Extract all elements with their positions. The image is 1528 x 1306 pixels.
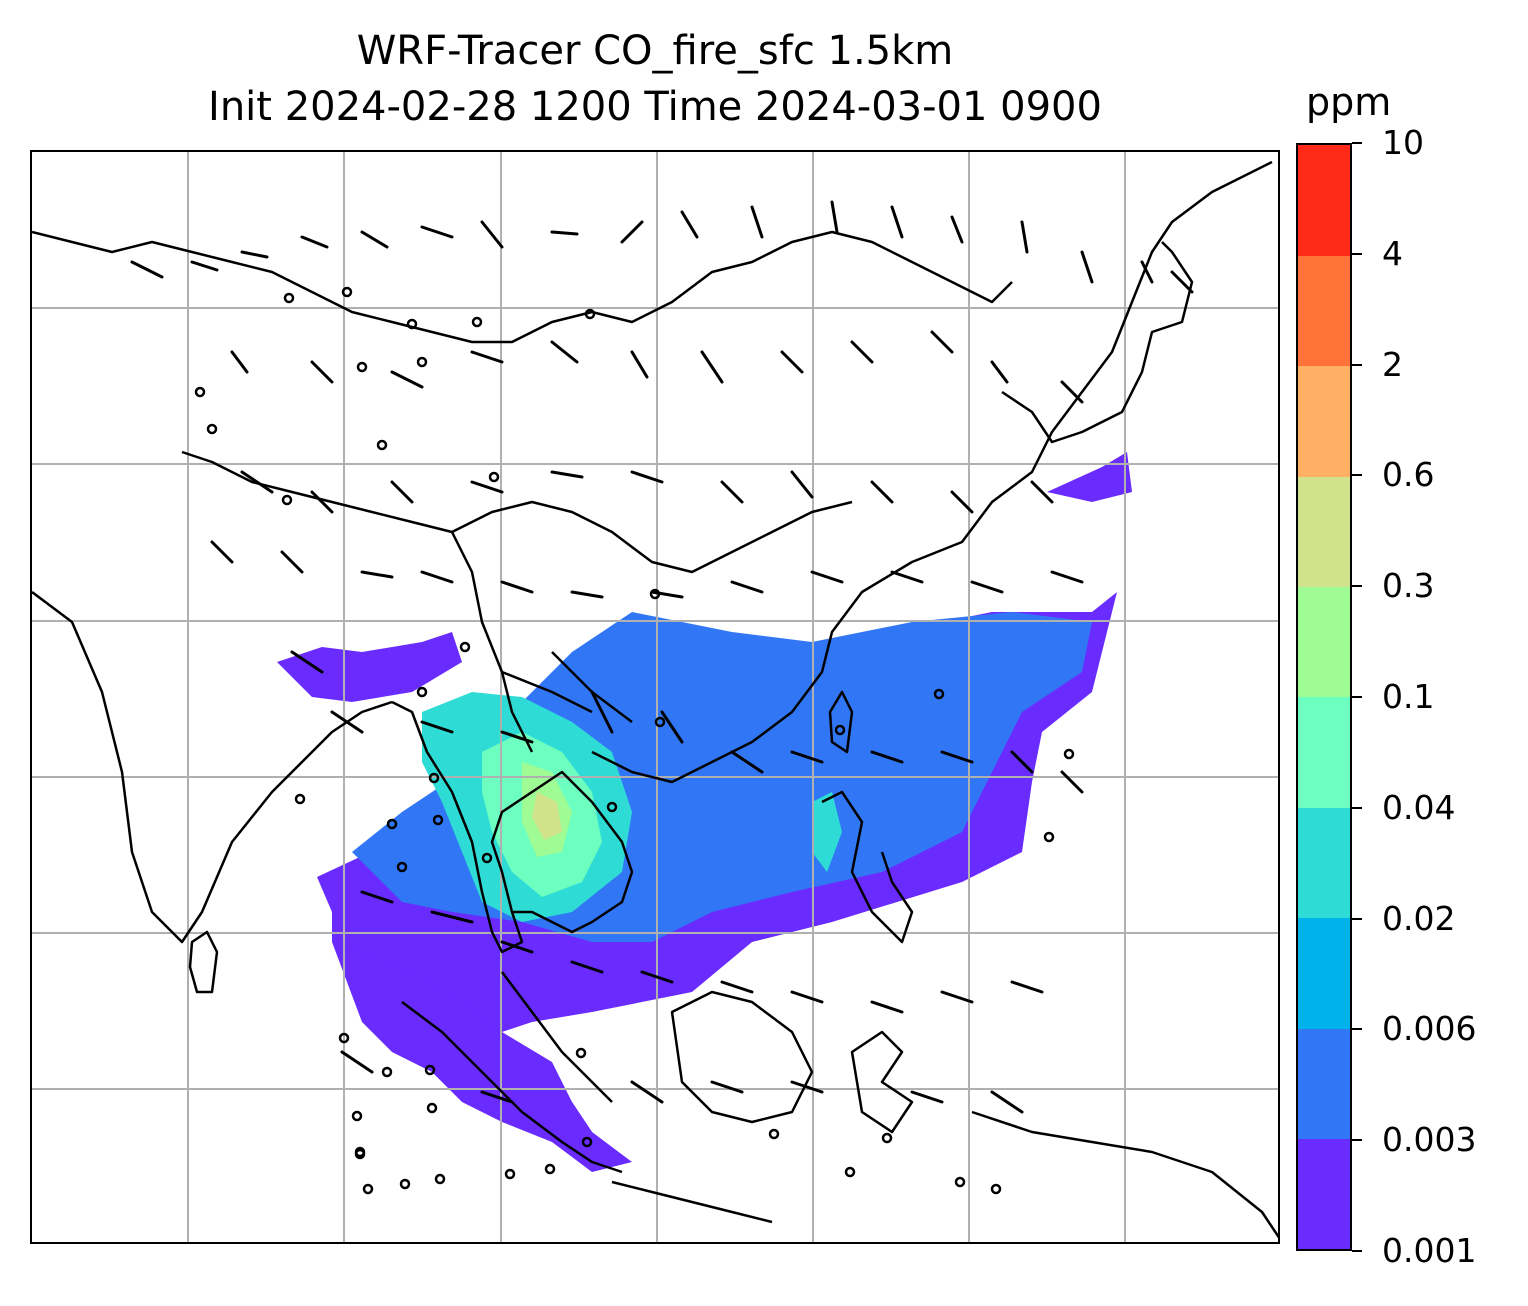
malay-peninsula: [501, 971, 613, 1103]
colorbar-tick-label: 10: [1382, 123, 1424, 162]
calm-circles: [194, 286, 1075, 1195]
plume-south-tail: [332, 942, 592, 1142]
colorbar-tick: [1352, 1139, 1362, 1142]
colorbar-segment: [1298, 586, 1350, 698]
plume-philippines-patch: [812, 792, 842, 872]
colorbar-tick: [1352, 696, 1362, 698]
sumatra: [401, 1001, 623, 1174]
colorbar-tick: [1352, 363, 1362, 366]
colorbar-segment: [1298, 807, 1350, 919]
colorbar-segment: [1298, 476, 1350, 588]
colorbar-tick-label: 4: [1382, 233, 1403, 273]
colorbar-segment: [1298, 145, 1350, 256]
map-panel: [30, 150, 1280, 1244]
colorbar-segment: [1298, 365, 1350, 477]
colorbar-tick-label: 0.1: [1382, 677, 1435, 716]
colorbar-tick-label: 0.6: [1382, 455, 1435, 495]
plume-japan-patch: [1047, 452, 1132, 502]
colorbar-segment: [1298, 1138, 1350, 1250]
taiwan: [828, 690, 854, 754]
colorbar-tick-label: 0.04: [1382, 787, 1456, 827]
colorbar-segment: [1298, 697, 1350, 808]
colorbar-tick: [1352, 474, 1362, 477]
colorbar-tick: [1352, 1250, 1362, 1252]
colorbar-tick-label: 0.003: [1382, 1120, 1477, 1160]
co-fire-shading: [277, 452, 1132, 1172]
korea-japan: [1001, 241, 1194, 444]
india-coast: [32, 591, 393, 944]
plume-north-patch: [277, 632, 462, 702]
colorbar-segment: [1298, 917, 1350, 1029]
colorbar-tick-label: 0.3: [1382, 566, 1435, 606]
plot-title-line2: Init 2024-02-28 1200 Time 2024-03-01 090…: [208, 84, 1102, 130]
colorbar-segment: [1298, 255, 1350, 367]
colorbar-tick: [1352, 1028, 1362, 1031]
gridlines: [32, 152, 1278, 1242]
new-guinea: [971, 1110, 1278, 1239]
colorbar-tick-label: 0.02: [1382, 898, 1456, 938]
plume-hotspot-peak: [532, 792, 562, 840]
colorbar-tick: [1352, 142, 1362, 144]
bay-of-bengal-coast: [391, 700, 524, 954]
colorbar-tick: [1352, 917, 1362, 920]
plot-title-line1: WRF-Tracer CO_fire_sfc 1.5km: [356, 28, 954, 74]
colorbar-tick-label: 0.006: [1382, 1009, 1477, 1049]
colorbar-tick-label: 2: [1382, 344, 1403, 384]
colorbar-segment: [1298, 1028, 1350, 1140]
colorbar-unit-label: ppm: [1306, 80, 1392, 124]
colorbar-tick: [1352, 806, 1362, 809]
philippines: [821, 790, 914, 944]
colorbar-tick-label: 0.001: [1382, 1231, 1477, 1270]
sulawesi: [850, 1030, 914, 1134]
colorbar-tick: [1352, 585, 1362, 588]
sri-lanka: [188, 930, 219, 994]
colorbar: [1296, 143, 1352, 1251]
indochina-coast: [490, 770, 634, 934]
borneo: [670, 990, 814, 1124]
java: [611, 1180, 773, 1224]
central-asia-border: [32, 230, 1013, 344]
map-canvas: [32, 152, 1278, 1242]
wind-barbs: [130, 200, 1194, 1114]
himalaya-border: [181, 450, 853, 574]
colorbar-tick: [1352, 252, 1362, 255]
